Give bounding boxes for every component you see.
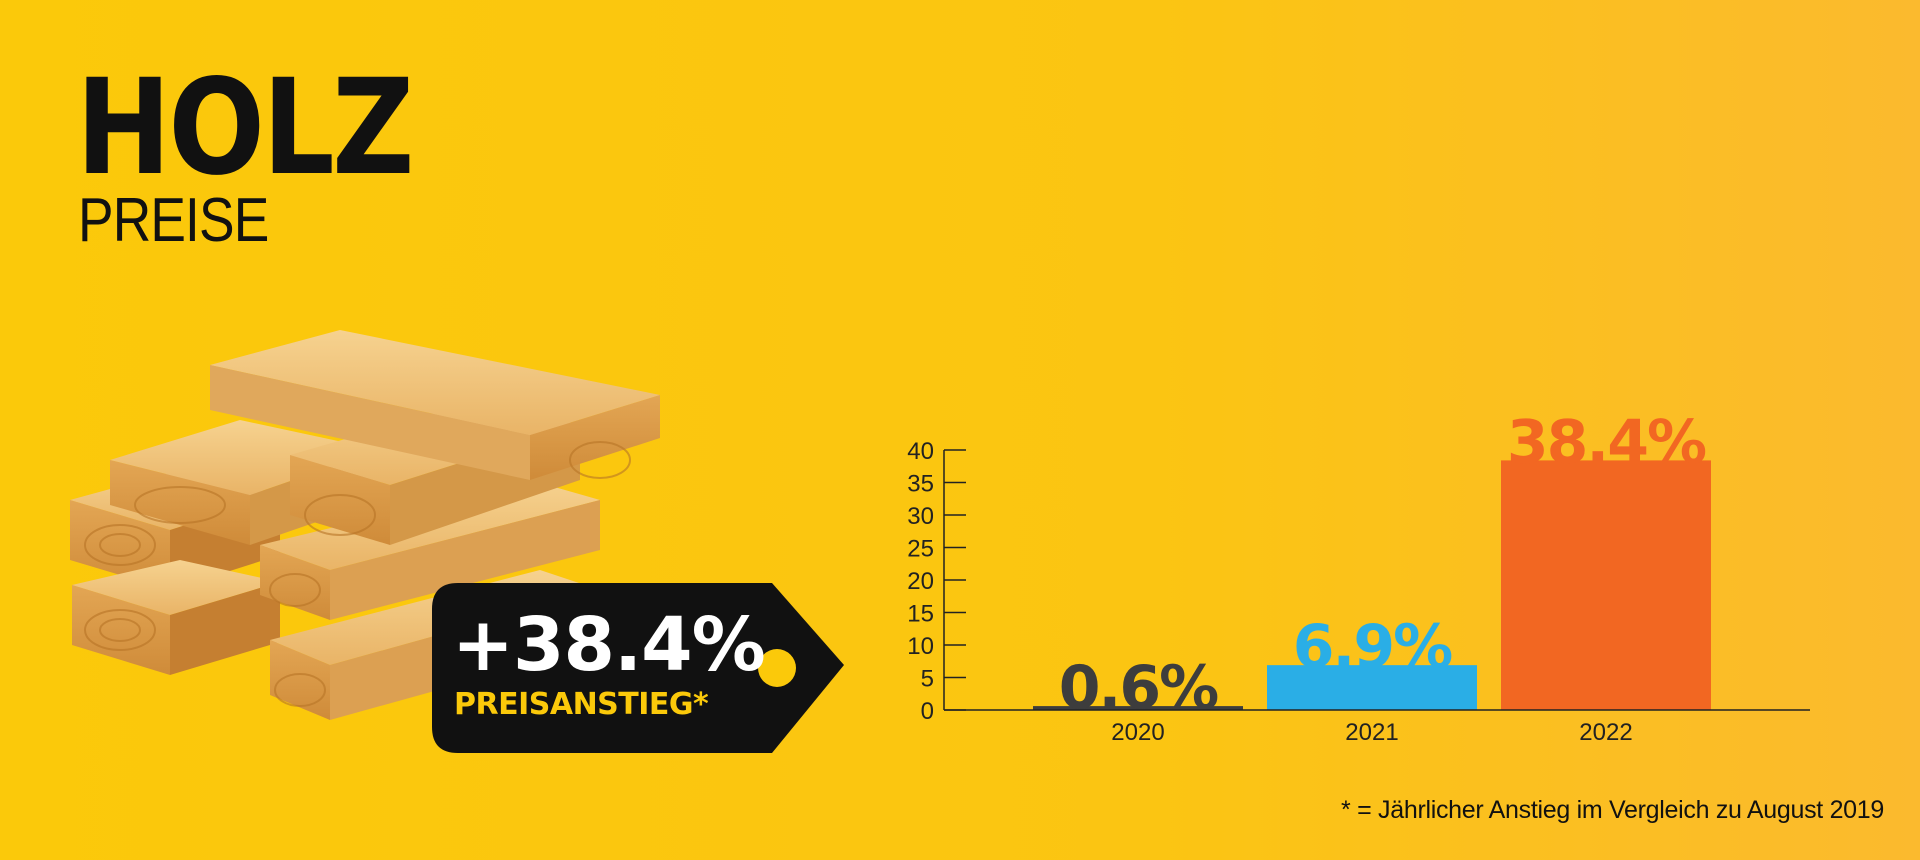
data-label-2020: 0.6% (1059, 653, 1218, 723)
price-increase-label: PREISANSTIEG* (454, 687, 709, 722)
y-tick-label: 15 (907, 601, 934, 628)
bar-2020 (1033, 706, 1243, 710)
bar-2022 (1501, 460, 1711, 710)
y-tick-label: 30 (907, 503, 934, 530)
bar-labels: 0.6% 6.9% 38.4% (1059, 407, 1708, 723)
tag-hole (758, 649, 796, 687)
plank-top (210, 330, 660, 480)
y-tick-label: 20 (907, 568, 934, 595)
y-tick-label: 10 (907, 633, 934, 660)
y-tick-label: 35 (907, 471, 934, 498)
bar-2021 (1267, 665, 1477, 710)
page-title: HOLZ (76, 51, 414, 205)
y-tick-label: 5 (921, 666, 934, 693)
x-axis: 2020 2021 2022 (944, 709, 1810, 746)
x-tick-label: 2020 (1111, 719, 1164, 746)
plank-lower-left-bottom (72, 560, 280, 675)
x-tick-label: 2022 (1579, 719, 1632, 746)
y-tick-label: 25 (907, 536, 934, 563)
page-subtitle: PREISE (78, 186, 269, 255)
footnote: * = Jährlicher Anstieg im Vergleich zu A… (1341, 796, 1884, 824)
y-tick-label: 0 (921, 698, 934, 725)
x-tick-label: 2021 (1345, 719, 1398, 746)
data-label-2021: 6.9% (1293, 612, 1452, 682)
y-tick-label: 40 (907, 438, 934, 465)
price-tag (432, 583, 844, 753)
y-axis: 0 5 10 15 20 25 30 35 40 (907, 438, 966, 725)
bars (1033, 460, 1711, 710)
price-increase-value: +38.4% (452, 602, 766, 688)
data-label-2022: 38.4% (1507, 407, 1706, 477)
